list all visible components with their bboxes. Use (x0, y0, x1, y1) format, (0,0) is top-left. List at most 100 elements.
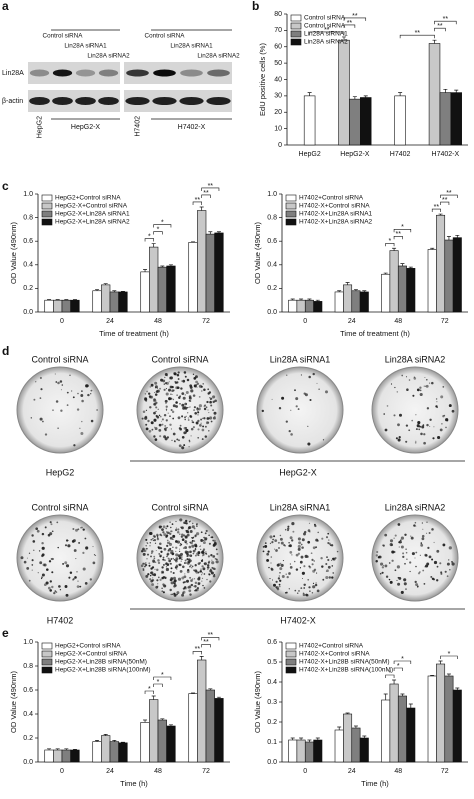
colony (92, 546, 94, 548)
colony (191, 544, 195, 548)
bar (428, 43, 441, 146)
significance-label: ** (352, 13, 358, 20)
cell-line-label: HepG2-X (279, 467, 317, 477)
colony (172, 538, 174, 540)
colony (184, 540, 188, 544)
colony (289, 536, 293, 540)
x-tick-label: 72 (441, 318, 449, 325)
colony (162, 591, 165, 594)
colony (440, 571, 443, 574)
colony (161, 528, 164, 531)
error-bar (120, 741, 125, 743)
blot-band (125, 97, 150, 105)
colony (191, 567, 193, 569)
x-axis-label: Time (h) (120, 779, 148, 788)
colony (402, 552, 405, 555)
error-bar (430, 247, 435, 250)
colony (308, 375, 311, 379)
colony (168, 542, 173, 546)
colony (419, 554, 421, 556)
significance-bracket (393, 660, 412, 664)
colony (193, 384, 197, 388)
legend-label: HepG2-X+Control siRNA (55, 651, 128, 658)
colony (384, 428, 388, 432)
colony (39, 417, 43, 421)
colony (174, 528, 178, 532)
colony (437, 435, 441, 440)
colony (279, 537, 283, 541)
colony (153, 418, 157, 422)
colony (415, 583, 419, 587)
colony (150, 579, 154, 583)
colony (41, 541, 44, 545)
colony (198, 395, 201, 398)
colony (147, 419, 150, 423)
colony (188, 521, 191, 523)
y-tick-label: 0.4 (23, 711, 33, 718)
colony (151, 583, 155, 586)
bar (360, 97, 372, 146)
colony (198, 404, 202, 408)
legend-label: H7402-X+Lin28B siRNA(100nM) (299, 667, 393, 674)
colony (203, 417, 206, 420)
bar (406, 268, 416, 313)
colony (75, 558, 77, 560)
colony (191, 539, 194, 542)
colony (71, 540, 75, 543)
legend-swatch (290, 30, 302, 38)
colony (82, 567, 86, 571)
colony (39, 376, 42, 380)
colony (177, 378, 180, 380)
colony (170, 428, 172, 430)
colony (76, 585, 80, 588)
blot-band (52, 69, 73, 77)
colony (160, 525, 163, 528)
colony (308, 586, 311, 589)
y-tick-label: 60 (274, 44, 282, 51)
colony (312, 569, 316, 573)
error-bar (307, 739, 312, 742)
colony (295, 553, 299, 557)
colony (37, 572, 39, 574)
colony (189, 406, 191, 408)
colony (302, 593, 306, 597)
colony (165, 535, 168, 538)
legend-swatch (290, 14, 302, 22)
colony (166, 427, 168, 429)
colony (184, 418, 186, 421)
colony (275, 549, 278, 552)
colony (205, 421, 209, 425)
legend-label: H7402-X+Control siRNA (299, 203, 370, 210)
colony (404, 562, 406, 565)
significance-label: ** (195, 646, 201, 653)
colony (181, 576, 185, 580)
dish-header: Lin28A siRNA2 (385, 502, 446, 512)
colony (188, 525, 192, 530)
colony (81, 390, 83, 392)
legend-swatch (290, 22, 302, 30)
colony (200, 418, 203, 421)
colony (270, 556, 273, 558)
colony (309, 531, 311, 533)
bar (427, 675, 437, 763)
colony (158, 429, 162, 432)
colony (214, 557, 217, 560)
colony (154, 381, 158, 385)
significance-label: * (401, 656, 404, 663)
bar (394, 95, 406, 146)
bar (304, 299, 314, 313)
colony (142, 410, 146, 413)
colony (150, 555, 152, 558)
colony (182, 379, 186, 383)
bar (397, 695, 407, 763)
colony (141, 417, 144, 420)
colony (201, 580, 203, 582)
colony (55, 591, 58, 593)
colony (430, 575, 433, 578)
significance-label: ** (415, 30, 421, 37)
colony (174, 584, 177, 587)
colony (161, 566, 164, 569)
colony (175, 405, 178, 408)
colony (327, 558, 330, 562)
bar (343, 713, 353, 763)
